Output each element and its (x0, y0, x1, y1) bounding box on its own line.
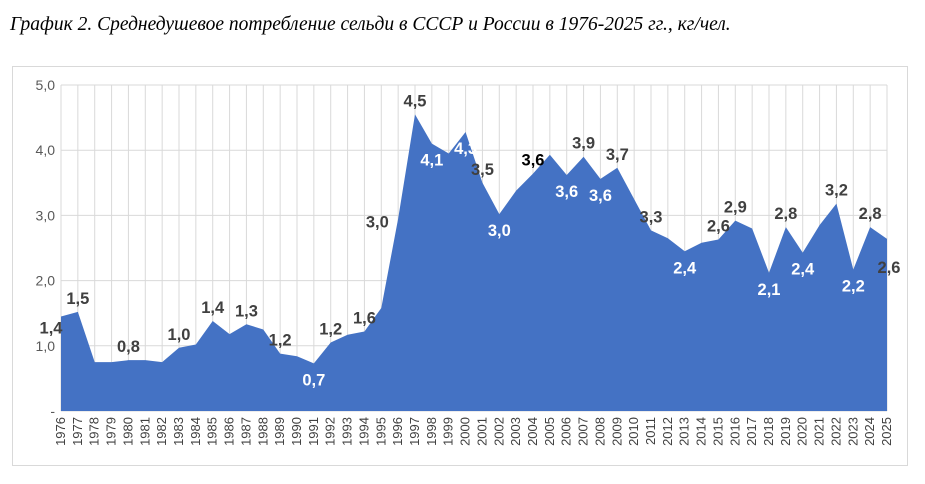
x-tick-label: 2020 (795, 417, 810, 446)
data-label: 3,7 (606, 146, 629, 164)
data-label: 3,2 (825, 182, 848, 200)
data-label: 3,6 (589, 187, 612, 205)
x-tick-label: 1976 (53, 417, 68, 446)
y-tick-label: 5,0 (36, 77, 56, 93)
data-label: 1,0 (168, 326, 191, 344)
chart-area: - 1,0 2,0 3,0 4,0 5,0 1976 1977 1978 1979 1980 1981… (12, 66, 908, 466)
x-tick-label: 2006 (559, 417, 574, 446)
data-label: 2,8 (774, 205, 797, 223)
x-tick-label: 2024 (862, 417, 877, 446)
data-label: 3,6 (555, 183, 578, 201)
x-tick-label: 2001 (474, 417, 489, 446)
x-tick-label: 2012 (660, 417, 675, 446)
data-label: 4,5 (404, 92, 427, 110)
x-tick-label: 1980 (120, 417, 135, 446)
data-label: 4,3 (454, 140, 477, 158)
x-tick-label: 1985 (205, 417, 220, 446)
x-tick-label: 2002 (491, 417, 506, 446)
x-tick-label: 2014 (694, 417, 709, 446)
x-tick-label: 1990 (289, 417, 304, 446)
x-tick-label: 2003 (508, 417, 523, 446)
data-label: 3,0 (488, 222, 511, 240)
x-tick-label: 2025 (879, 417, 894, 446)
x-tick-label: 1987 (238, 417, 253, 446)
data-label: 2,4 (673, 259, 697, 277)
x-tick-label: 2016 (727, 417, 742, 446)
x-tick-label: 1996 (390, 417, 405, 446)
x-tick-label: 2023 (845, 417, 860, 446)
data-label: 1,6 (353, 309, 376, 327)
x-tick-label: 2019 (778, 417, 793, 446)
x-tick-label: 1999 (441, 417, 456, 446)
x-tick-label: 1991 (306, 417, 321, 446)
x-tick-label: 2008 (592, 417, 607, 446)
data-label: 2,9 (724, 199, 747, 217)
data-label: 2,1 (758, 281, 781, 299)
x-tick-label: 1977 (70, 417, 85, 446)
series-area (61, 114, 887, 411)
data-label: 1,5 (66, 290, 89, 308)
data-label: 2,2 (842, 278, 865, 296)
data-label: 3,5 (471, 161, 494, 179)
x-tick-label: 1984 (188, 417, 203, 446)
x-tick-label: 1992 (323, 417, 338, 446)
data-label: 3,0 (366, 213, 389, 231)
x-tick-label: 1978 (87, 417, 102, 446)
y-tick-label: 4,0 (36, 142, 56, 158)
data-label: 3,9 (572, 135, 595, 153)
data-label: 1,2 (269, 332, 292, 350)
x-tick-label: 1994 (356, 417, 371, 446)
x-tick-label: 2011 (643, 417, 658, 445)
y-tick-label: 3,0 (36, 207, 56, 223)
x-tick-label: 2015 (710, 417, 725, 446)
data-label: 2,6 (707, 218, 730, 236)
data-label: 2,8 (859, 205, 882, 223)
data-label: 2,4 (791, 261, 815, 279)
data-label: 1,4 (40, 319, 64, 337)
x-tick-label: 1988 (255, 417, 270, 446)
x-tick-label: 2010 (626, 417, 641, 446)
x-tick-label: 2017 (744, 417, 759, 446)
x-tick-label: 1997 (407, 417, 422, 446)
x-tick-label: 1981 (137, 417, 152, 446)
x-tick-label: 2013 (677, 417, 692, 446)
data-label: 1,4 (201, 299, 225, 317)
x-tick-label: 2005 (542, 417, 557, 446)
x-tick-label: 1983 (171, 417, 186, 446)
y-tick-label: 2,0 (36, 273, 56, 289)
x-tick-label: 2018 (761, 417, 776, 446)
data-label: 1,2 (319, 321, 342, 339)
x-tick-label: 2004 (525, 417, 540, 446)
x-tick-label: 2022 (828, 417, 843, 446)
x-tick-label: 1998 (424, 417, 439, 446)
data-label: 0,8 (117, 338, 140, 356)
x-tick-label: 1995 (373, 417, 388, 446)
herring-consumption-chart: - 1,0 2,0 3,0 4,0 5,0 1976 1977 1978 1979 1980 1981… (36, 77, 901, 446)
x-tick-label: 2007 (576, 417, 591, 446)
data-label: 3,3 (640, 208, 663, 226)
x-tick-label: 1989 (272, 417, 287, 446)
x-tick-label: 2021 (812, 417, 827, 446)
data-label: 0,7 (302, 371, 325, 389)
x-tick-label: 2000 (458, 417, 473, 446)
x-tick-label: 1986 (222, 417, 237, 446)
data-label: 2,6 (878, 259, 901, 277)
y-tick-label: - (50, 403, 55, 419)
x-tick-label: 1979 (104, 417, 119, 446)
data-label: 4,1 (420, 152, 443, 170)
x-tick-label: 1982 (154, 417, 169, 446)
chart-caption: График 2. Среднедушевое потребление сель… (10, 14, 731, 35)
y-tick-label: 1,0 (36, 338, 56, 354)
x-tick-label: 1993 (340, 417, 355, 446)
x-tick-label: 2009 (609, 417, 624, 446)
data-label: 1,3 (235, 302, 258, 320)
data-label: 3,6 (522, 152, 545, 170)
